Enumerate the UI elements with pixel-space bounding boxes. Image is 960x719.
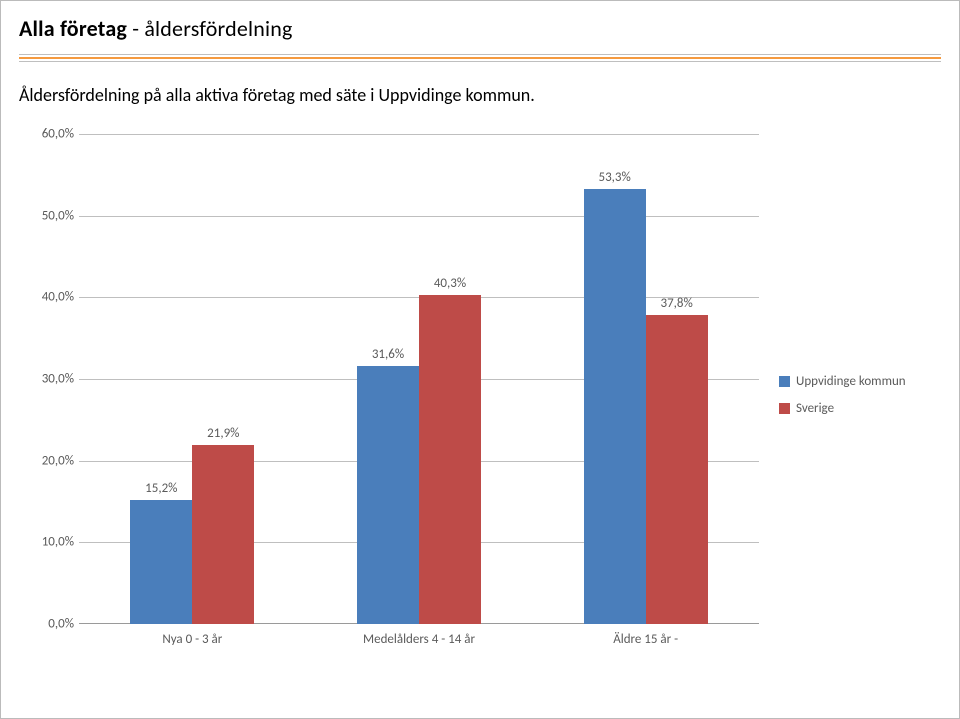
- chart-legend: Uppvidinge kommun Sverige: [779, 374, 906, 428]
- y-axis-label: 20,0%: [24, 453, 74, 468]
- legend-item: Uppvidinge kommun: [779, 374, 906, 389]
- legend-swatch: [779, 403, 790, 414]
- y-axis-label: 30,0%: [24, 372, 74, 387]
- page-title: Alla företag - åldersfördelning: [19, 15, 941, 42]
- y-axis-label: 60,0%: [24, 127, 74, 142]
- bar-value-label: 31,6%: [372, 347, 404, 362]
- page-title-bold: Alla företag: [19, 15, 127, 42]
- legend-label: Sverige: [796, 401, 834, 416]
- title-rule: [19, 54, 941, 62]
- bar: [192, 445, 254, 624]
- subtitle: Åldersfördelning på alla aktiva företag …: [19, 84, 941, 106]
- y-axis-label: 10,0%: [24, 535, 74, 550]
- bar: [130, 500, 192, 624]
- bar: [646, 315, 708, 624]
- page-title-rest: - åldersfördelning: [127, 15, 293, 42]
- bar-value-label: 15,2%: [145, 481, 177, 496]
- y-axis-label: 40,0%: [24, 290, 74, 305]
- x-axis-label: Äldre 15 år -: [613, 632, 678, 647]
- y-axis-label: 0,0%: [24, 617, 74, 632]
- legend-swatch: [779, 376, 790, 387]
- bar-value-label: 21,9%: [207, 426, 239, 441]
- age-distribution-chart: 0,0% 10,0% 20,0% 30,0% 40,0% 50,0% 60,0% Nya 0 …: [19, 124, 929, 679]
- chart-plot-area: 0,0%10,0%20,0%30,0%40,0%50,0%60,0%Nya 0 …: [79, 134, 759, 624]
- page: Alla företag - åldersfördelning Åldersfö…: [0, 0, 960, 719]
- bar-value-label: 53,3%: [599, 170, 631, 185]
- bar: [584, 189, 646, 624]
- bar-value-label: 40,3%: [434, 276, 466, 291]
- y-axis-label: 50,0%: [24, 208, 74, 223]
- legend-label: Uppvidinge kommun: [796, 374, 906, 389]
- bar-value-label: 37,8%: [661, 296, 693, 311]
- x-axis-label: Nya 0 - 3 år: [162, 632, 222, 647]
- grid-line: [79, 216, 759, 217]
- bar: [357, 366, 419, 624]
- grid-line: [79, 134, 759, 135]
- legend-item: Sverige: [779, 401, 906, 416]
- bar: [419, 295, 481, 624]
- x-axis-label: Medelålders 4 - 14 år: [363, 632, 475, 647]
